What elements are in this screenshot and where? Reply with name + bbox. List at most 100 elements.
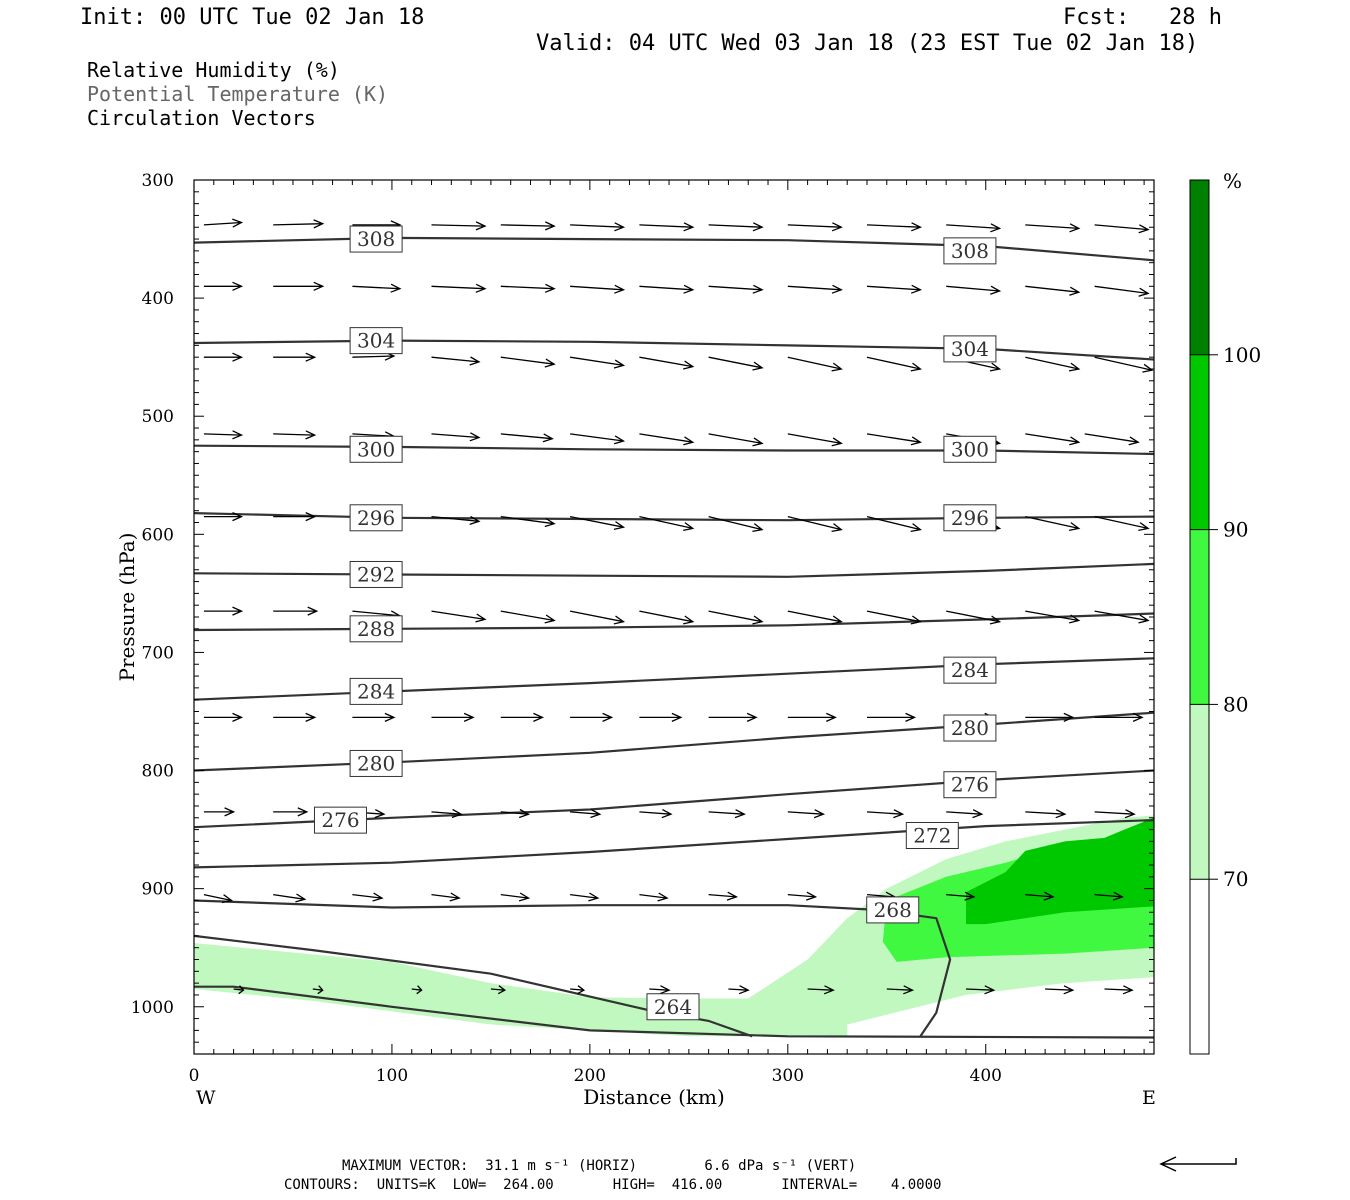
circulation-vector (1094, 610, 1150, 624)
contour-label: 288 (357, 617, 395, 641)
contour-label: 272 (913, 824, 951, 848)
circulation-vector (1025, 515, 1081, 532)
circulation-vector (649, 985, 671, 995)
circulation-vector (866, 222, 922, 232)
circulation-vector (866, 433, 922, 446)
circulation-vector (500, 283, 556, 293)
contour-label-box (349, 677, 403, 705)
colorbar-frame (1189, 179, 1210, 1055)
circulation-vector (1084, 433, 1140, 446)
circulation-vector (203, 606, 244, 616)
circulation-vector (203, 807, 236, 817)
rh-region-90 (966, 817, 1154, 925)
circulation-vector (867, 712, 917, 722)
y-tick-label: 400 (142, 289, 174, 309)
circulation-vector (203, 893, 234, 904)
circulation-vector (500, 433, 554, 443)
y-tick-label: 300 (142, 171, 174, 191)
circulation-vector (569, 515, 626, 531)
circulation-vector (728, 985, 750, 995)
theta-contour-292 (194, 562, 1154, 578)
x-tick-label: 200 (574, 1066, 606, 1086)
circulation-vector (312, 985, 324, 995)
circulation-vector (946, 891, 976, 901)
circulation-vector (639, 610, 695, 625)
theta-contour-272 (194, 819, 1154, 869)
circulation-vector (639, 433, 695, 446)
circulation-vector (787, 356, 843, 372)
contour-label: 276 (321, 808, 359, 832)
field-rh-label: Relative Humidity (%) (87, 58, 340, 82)
circulation-vector (570, 356, 626, 369)
circulation-vector (1045, 985, 1075, 995)
circulation-vector (570, 892, 600, 902)
circulation-vector (203, 218, 244, 228)
circulation-vector (431, 808, 463, 819)
contour-label-box (943, 435, 997, 463)
circulation-vector (708, 356, 764, 371)
contour-label: 296 (357, 506, 395, 530)
y-axis-label: Pressure (hPa) (115, 533, 139, 682)
circulation-vector (431, 221, 487, 231)
circulation-vector (273, 606, 319, 616)
contour-label: 292 (357, 562, 395, 586)
circulation-vector (273, 807, 309, 817)
circulation-vector (1094, 356, 1154, 373)
circulation-vector (431, 610, 487, 623)
contour-label-box (349, 435, 403, 463)
circulation-vector (866, 809, 905, 819)
contour-label-box (646, 993, 700, 1021)
circulation-vector (1025, 809, 1067, 819)
contour-label-box (905, 822, 959, 849)
circulation-vector (352, 283, 402, 293)
circulation-vector (273, 281, 325, 291)
theta-contour-304 (194, 339, 1154, 361)
circulation-vector (866, 515, 922, 533)
circulation-vector (203, 430, 244, 440)
contour-label-box (943, 237, 997, 265)
circulation-vector (965, 985, 996, 995)
contour-label-box (349, 504, 403, 532)
circulation-vector (1094, 809, 1136, 819)
colorbar-segment (1190, 354, 1209, 530)
circulation-vector (500, 221, 556, 231)
theta-contour-284 (194, 657, 1154, 701)
max-vector-note: MAXIMUM VECTOR: 31.1 m s⁻¹ (HORIZ) 6.6 d… (342, 1158, 857, 1174)
circulation-vector (570, 284, 626, 294)
circulation-vector (500, 610, 556, 624)
circulation-vector (1025, 610, 1081, 624)
contour-label: 276 (951, 773, 989, 797)
y-tick-label: 1000 (131, 998, 174, 1018)
circulation-vector (708, 891, 739, 901)
field-vectors-label: Circulation Vectors (87, 106, 316, 130)
circulation-vector (1025, 712, 1075, 722)
circulation-vector (203, 712, 244, 722)
circulation-vector (570, 808, 602, 819)
contour-label: 304 (357, 329, 395, 353)
circulation-vector (639, 222, 695, 232)
circulation-vector (866, 610, 922, 625)
contour-label-box (349, 615, 403, 643)
circulation-vector (490, 985, 507, 995)
circulation-vector (1025, 223, 1081, 233)
circulation-vector (569, 610, 626, 625)
circulation-vector (946, 610, 1002, 625)
field-theta-label: Potential Temperature (K) (87, 82, 389, 106)
circulation-vector (570, 222, 626, 232)
circulation-vector (1025, 285, 1081, 296)
colorbar-segment (1190, 529, 1209, 705)
theta-contour-300 (194, 444, 1154, 456)
contour-label-box (943, 335, 997, 363)
circulation-vector (708, 809, 746, 819)
contour-label-box (943, 771, 997, 799)
theta-contour-308 (194, 236, 1154, 262)
circulation-vector (708, 433, 764, 447)
contour-label: 304 (951, 337, 989, 361)
colorbar-label: 90 (1223, 518, 1248, 542)
circulation-vector (787, 222, 843, 232)
circulation-vector (352, 892, 384, 902)
circulation-vector (866, 284, 923, 294)
circulation-vector (431, 356, 481, 366)
y-tick-label: 800 (142, 762, 174, 782)
circulation-vector (946, 223, 1002, 233)
